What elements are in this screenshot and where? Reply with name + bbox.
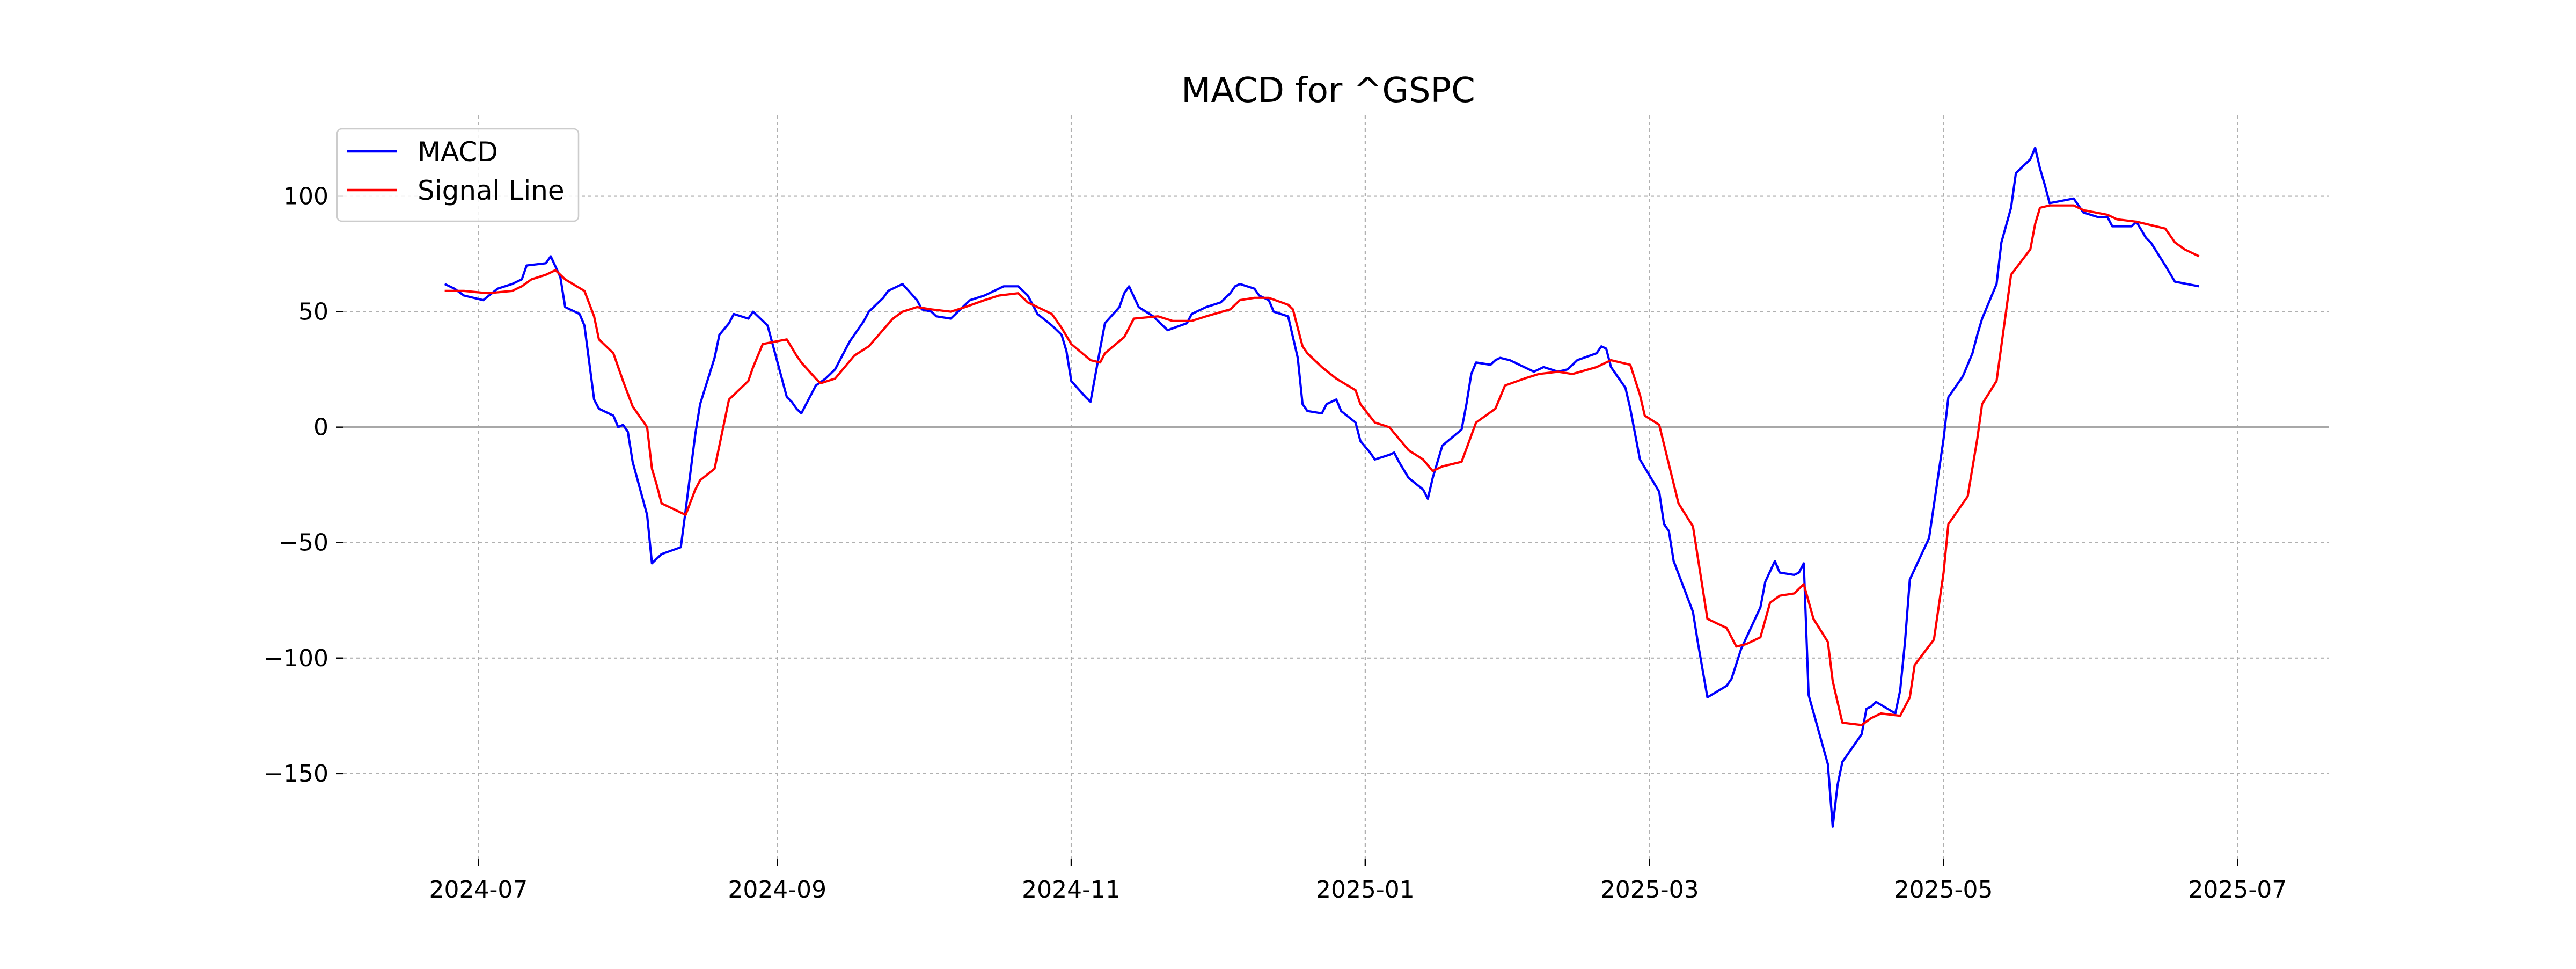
- x-tick-label: 2025-01: [1316, 876, 1415, 904]
- grid-layer: [343, 115, 2329, 859]
- x-axis: 2024-07 2024-09 2024-11 2025-01 2025-03 2025-…: [429, 859, 2287, 904]
- y-tick-label: −50: [279, 529, 328, 557]
- y-axis: 100 50 0 −50 −100 −150: [264, 183, 343, 788]
- legend-label-signal-line: Signal Line: [418, 175, 565, 206]
- x-tick-label: 2025-07: [2188, 876, 2287, 904]
- signal-line-series-line: [444, 204, 2200, 726]
- macd-series-line: [444, 147, 2199, 828]
- x-tick-label: 2025-03: [1600, 876, 1699, 904]
- chart-title: MACD for ^GSPC: [1181, 71, 1475, 111]
- x-tick-label: 2024-09: [728, 876, 826, 904]
- x-tick-label: 2024-07: [429, 876, 528, 904]
- legend-label-macd: MACD: [418, 136, 498, 167]
- legend-box: [336, 128, 580, 222]
- series-layer: [444, 147, 2200, 828]
- y-tick-label: −150: [264, 760, 328, 788]
- legend: MACD Signal Line: [336, 128, 580, 222]
- y-tick-label: 100: [283, 183, 328, 210]
- x-tick-label: 2024-11: [1022, 876, 1121, 904]
- x-tick-label: 2025-05: [1894, 876, 1993, 904]
- y-tick-label: −100: [264, 645, 328, 672]
- y-tick-label: 50: [298, 298, 328, 326]
- y-tick-label: 0: [313, 414, 328, 441]
